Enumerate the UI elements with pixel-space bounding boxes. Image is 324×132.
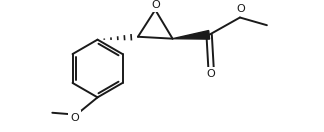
Text: O: O [70,113,79,123]
Text: O: O [207,69,215,79]
Polygon shape [173,30,210,39]
Text: O: O [151,0,160,10]
Text: O: O [237,4,245,14]
